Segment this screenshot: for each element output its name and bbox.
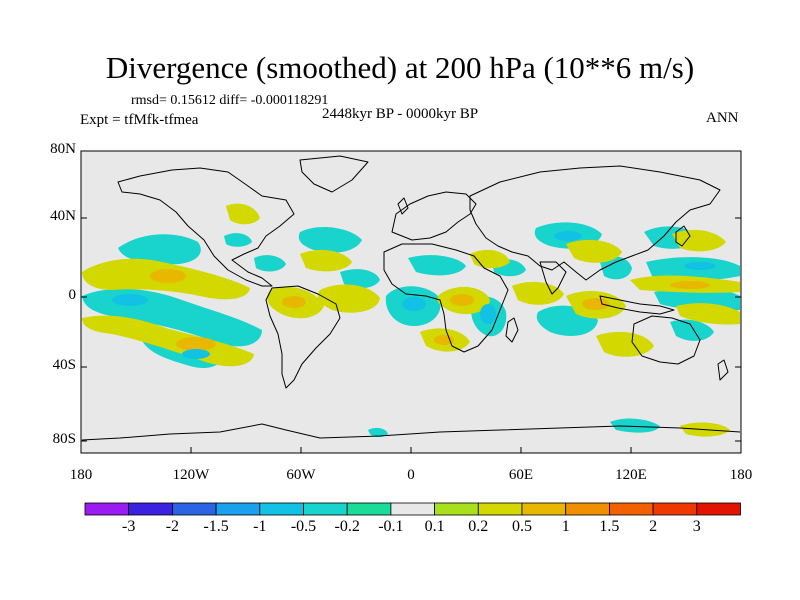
colorbar-box (215, 502, 261, 516)
colorbar-box (477, 502, 523, 516)
coast-africa (383, 243, 509, 353)
core-east-pacific (150, 269, 186, 283)
colorbar-box (259, 502, 304, 516)
pos-tropical-atlantic (317, 284, 380, 313)
coast-europe (391, 191, 477, 241)
core-south-america (282, 296, 306, 308)
core-equatorial-africa (450, 294, 474, 306)
rmsd-diff-stats: rmsd= 0.15612 diff= -0.000118291 (131, 93, 329, 108)
coast-japan (675, 225, 691, 247)
colorbar-box (84, 502, 130, 516)
coast-madagascar (505, 317, 519, 343)
colorbar-label: -0.1 (378, 518, 404, 535)
pos-north-pacific-west (672, 229, 726, 252)
neg-north-africa (408, 255, 466, 276)
pos-north-america (226, 203, 260, 225)
season-label: ANN (706, 110, 739, 126)
x-tick-180w: 180 (69, 467, 93, 483)
pos-southeast-pacific (82, 315, 254, 367)
colorbar-box (609, 502, 654, 516)
x-tick-60e: 60E (508, 467, 534, 483)
coast-australia (631, 315, 701, 365)
y-tick-80s: 80S (52, 431, 76, 447)
ncore-west-pacific (684, 262, 716, 270)
colorbar-box (696, 502, 741, 516)
coast-north-america (117, 167, 295, 287)
map-title: Divergence (smoothed) at 200 hPa (10**6 … (105, 50, 695, 85)
colorbar-label: 1.5 (599, 518, 620, 535)
core-indian-ocean (582, 298, 610, 310)
x-tick-180e: 180 (729, 467, 753, 483)
neg-subtropical-atlantic (298, 226, 362, 253)
x-tick-60w: 60W (286, 467, 316, 483)
period-label: 2448kyr BP - 0000kyr BP (322, 106, 479, 122)
colorbar (84, 502, 741, 516)
neg-north-atlantic (224, 233, 252, 247)
coast-south-america (265, 285, 341, 389)
pos-south-pacific (676, 303, 740, 325)
x-tick-120e: 120E (615, 467, 647, 483)
colorbar-box (565, 502, 610, 516)
colorbar-box (128, 502, 173, 516)
colorbar-label: 3 (692, 518, 701, 535)
neg-gulf-of-mexico (254, 255, 286, 272)
coast-indonesia (599, 295, 675, 315)
coast-new-zealand (717, 359, 729, 381)
pos-arabian-sea (512, 281, 564, 305)
colorbar-label: 0.5 (512, 518, 532, 535)
coast-greenland (299, 155, 369, 193)
colorbar-box (390, 502, 435, 516)
neg-north-pacific (118, 234, 201, 265)
neg-west-africa (340, 269, 380, 289)
x-tick-120w: 120W (172, 467, 210, 483)
y-tick-80n: 80N (50, 141, 76, 157)
colorbar-label: -3 (122, 518, 136, 535)
neg-south-pacific-west (670, 319, 714, 341)
ncore-west-asia (554, 231, 582, 241)
ncore-south-pacific (182, 349, 210, 359)
pos-east-asia (566, 239, 622, 263)
coast-india (539, 261, 567, 295)
core-southeast-pacific (176, 337, 216, 351)
colorbar-box (652, 502, 698, 516)
core-western-pacific (670, 281, 710, 289)
coast-british-isles (397, 197, 409, 215)
colorbar-box (346, 502, 392, 516)
strong-negative-cores (112, 231, 716, 359)
axis-ticks (81, 150, 741, 453)
colorbar-box (521, 502, 567, 516)
y-tick-40n: 40N (50, 208, 76, 224)
y-tick-40s: 40S (52, 357, 76, 373)
colorbar-label: -1.5 (203, 518, 229, 535)
coastlines (81, 155, 741, 441)
neg-maritime-continent (600, 256, 632, 280)
neg-antarctic-coast (610, 418, 660, 433)
colorbar-label: -2 (165, 518, 180, 535)
colorbar-box (434, 502, 479, 516)
colorbar-label: 0.2 (468, 518, 489, 535)
colorbar-label: 0.1 (424, 518, 445, 535)
pos-north-atlantic (300, 249, 352, 272)
anomaly-shading (82, 203, 740, 437)
pos-south-indian-ocean (596, 331, 654, 357)
coast-antarctica (81, 423, 741, 441)
ncore-east-africa (480, 304, 496, 324)
colorbar-label: 1 (561, 518, 570, 535)
colorbar-box (303, 502, 348, 516)
ncore-east-pacific (112, 294, 148, 306)
x-tick-0: 0 (407, 467, 415, 483)
coast-asia (469, 165, 721, 281)
colorbar-label: -0.5 (290, 518, 317, 535)
colorbar-box (171, 502, 217, 516)
colorbar-label: -0.2 (334, 518, 360, 535)
y-tick-equator: 0 (68, 287, 77, 303)
neg-antarctic-patch (368, 427, 388, 437)
strong-positive-cores (150, 269, 710, 351)
ncore-equatorial-atlantic (402, 297, 426, 311)
colorbar-label: 2 (649, 518, 658, 535)
experiment-label: Expt = tfMfk-tfmea (80, 112, 199, 128)
colorbar-label: -1 (253, 518, 267, 535)
